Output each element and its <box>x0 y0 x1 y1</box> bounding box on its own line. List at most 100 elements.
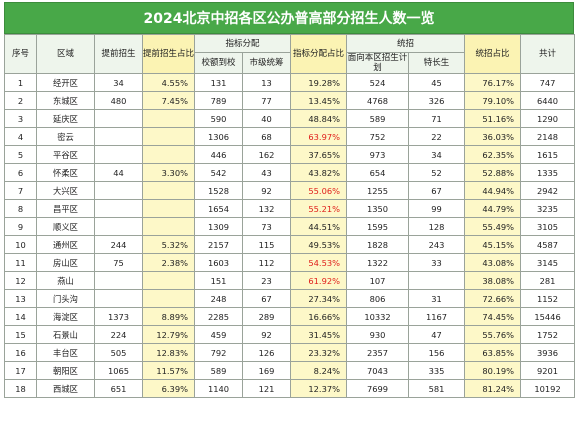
enrollment-table: 序号 区域 提前招生 提前招生占比 指标分配 指标分配占比 统招 统招占比 共计… <box>4 34 576 398</box>
cell-total: 6440 <box>520 91 576 110</box>
cell-unified-local: 10332 <box>346 307 410 326</box>
cell-early <box>94 181 143 200</box>
cell-district: 东城区 <box>36 91 95 110</box>
cell-total: 10192 <box>520 379 576 398</box>
header-district: 区域 <box>36 34 95 74</box>
cell-quota-city: 112 <box>241 253 292 272</box>
header-quota-ratio: 指标分配占比 <box>290 34 348 74</box>
cell-seq: 17 <box>4 361 37 380</box>
cell-seq: 11 <box>4 253 37 272</box>
cell-quota-city: 289 <box>241 307 292 326</box>
cell-unified-special: 1167 <box>408 307 466 326</box>
header-total: 共计 <box>520 34 576 74</box>
cell-quota-school: 2285 <box>194 307 243 326</box>
cell-unified-ratio: 74.45% <box>464 307 522 326</box>
cell-early: 244 <box>94 235 143 254</box>
cell-quota-city: 77 <box>241 91 292 110</box>
cell-unified-local: 1350 <box>346 199 410 218</box>
cell-district: 房山区 <box>36 253 95 272</box>
cell-quota-ratio: 16.66% <box>290 307 348 326</box>
cell-early-ratio: 8.89% <box>142 307 195 326</box>
cell-district: 石景山 <box>36 325 95 344</box>
header-quota-city: 市级统筹 <box>241 52 292 74</box>
table-row: 11 房山区 75 2.38% 1603 112 54.53% 1322 33 43.08% 314… <box>4 253 576 272</box>
cell-unified-ratio: 72.66% <box>464 289 522 308</box>
cell-district: 经开区 <box>36 73 95 92</box>
cell-unified-local: 2357 <box>346 343 410 362</box>
cell-quota-ratio: 13.45% <box>290 91 348 110</box>
cell-quota-city: 132 <box>241 199 292 218</box>
cell-seq: 1 <box>4 73 37 92</box>
cell-quota-city: 23 <box>241 271 292 290</box>
cell-total: 3105 <box>520 217 576 236</box>
cell-early-ratio <box>142 217 195 236</box>
cell-district: 怀柔区 <box>36 163 95 182</box>
cell-early: 651 <box>94 379 143 398</box>
cell-quota-school: 792 <box>194 343 243 362</box>
cell-unified-local: 4768 <box>346 91 410 110</box>
cell-quota-city: 67 <box>241 289 292 308</box>
cell-total: 1335 <box>520 163 576 182</box>
header-quota-group: 指标分配 <box>193 34 292 53</box>
cell-total: 3235 <box>520 199 576 218</box>
cell-quota-city: 92 <box>241 325 292 344</box>
table-row: 3 延庆区 590 40 48.84% 589 71 51.16% 1290 <box>4 109 576 128</box>
cell-unified-local: 654 <box>346 163 410 182</box>
cell-early <box>94 289 143 308</box>
cell-early-ratio: 3.30% <box>142 163 195 182</box>
cell-unified-local: 930 <box>346 325 410 344</box>
table-row: 9 顺义区 1309 73 44.51% 1595 128 55.49% 3105 <box>4 217 576 236</box>
cell-quota-school: 1306 <box>194 127 243 146</box>
cell-quota-ratio: 54.53% <box>290 253 348 272</box>
cell-quota-ratio: 55.21% <box>290 199 348 218</box>
cell-total: 1152 <box>520 289 576 308</box>
cell-quota-school: 789 <box>194 91 243 110</box>
table-row: 14 海淀区 1373 8.89% 2285 289 16.66% 10332 1167 74.4… <box>4 307 576 326</box>
cell-total: 15446 <box>520 307 576 326</box>
cell-quota-ratio: 23.32% <box>290 343 348 362</box>
cell-early-ratio: 12.83% <box>142 343 195 362</box>
cell-unified-local: 1828 <box>346 235 410 254</box>
cell-quota-city: 68 <box>241 127 292 146</box>
cell-early: 75 <box>94 253 143 272</box>
cell-quota-city: 13 <box>241 73 292 92</box>
cell-total: 3936 <box>520 343 576 362</box>
cell-total: 1752 <box>520 325 576 344</box>
cell-early: 44 <box>94 163 143 182</box>
cell-quota-city: 43 <box>241 163 292 182</box>
table-row: 16 丰台区 505 12.83% 792 126 23.32% 2357 156 63.85% 3… <box>4 343 576 362</box>
cell-unified-special: 31 <box>408 289 466 308</box>
table-body: 1 经开区 34 4.55% 131 13 19.28% 524 45 76.17% 747 2 东城区… <box>4 73 576 398</box>
cell-quota-school: 590 <box>194 109 243 128</box>
table-header: 序号 区域 提前招生 提前招生占比 指标分配 指标分配占比 统招 统招占比 共计… <box>4 34 576 74</box>
table-row: 7 大兴区 1528 92 55.06% 1255 67 44.94% 2942 <box>4 181 576 200</box>
cell-seq: 15 <box>4 325 37 344</box>
cell-unified-ratio: 36.03% <box>464 127 522 146</box>
cell-early: 34 <box>94 73 143 92</box>
cell-early-ratio: 12.79% <box>142 325 195 344</box>
header-quota-school: 校额到校 <box>194 52 243 74</box>
cell-early-ratio <box>142 127 195 146</box>
header-unified-ratio: 统招占比 <box>464 34 522 74</box>
table-row: 10 通州区 244 5.32% 2157 115 49.53% 1828 243 45.15% 4… <box>4 235 576 254</box>
cell-unified-local: 7043 <box>346 361 410 380</box>
cell-quota-ratio: 61.92% <box>290 271 348 290</box>
cell-quota-city: 162 <box>241 145 292 164</box>
cell-unified-special: 47 <box>408 325 466 344</box>
cell-total: 2148 <box>520 127 576 146</box>
cell-unified-local: 752 <box>346 127 410 146</box>
cell-unified-special: 22 <box>408 127 466 146</box>
cell-total: 2942 <box>520 181 576 200</box>
cell-seq: 10 <box>4 235 37 254</box>
cell-unified-local: 107 <box>346 271 410 290</box>
cell-seq: 4 <box>4 127 37 146</box>
cell-seq: 9 <box>4 217 37 236</box>
cell-seq: 8 <box>4 199 37 218</box>
cell-early <box>94 271 143 290</box>
cell-quota-school: 1603 <box>194 253 243 272</box>
cell-unified-special: 243 <box>408 235 466 254</box>
cell-unified-special <box>408 271 466 290</box>
cell-unified-ratio: 80.19% <box>464 361 522 380</box>
cell-district: 海淀区 <box>36 307 95 326</box>
cell-early-ratio <box>142 289 195 308</box>
